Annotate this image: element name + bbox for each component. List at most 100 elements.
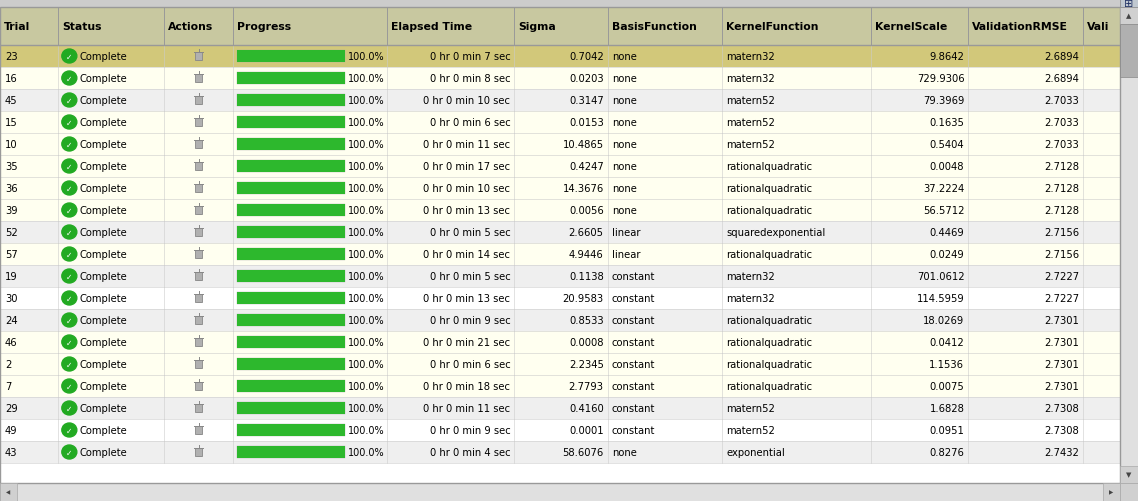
Bar bbox=[1120, 8, 1138, 483]
Ellipse shape bbox=[61, 401, 77, 415]
Text: 52: 52 bbox=[5, 227, 18, 237]
Bar bbox=[238, 227, 345, 238]
Bar bbox=[238, 139, 345, 150]
Text: 100.0%: 100.0% bbox=[348, 447, 385, 457]
Text: 100.0%: 100.0% bbox=[348, 294, 385, 304]
Ellipse shape bbox=[61, 50, 77, 64]
Text: 0.8276: 0.8276 bbox=[930, 447, 964, 457]
Bar bbox=[238, 381, 345, 392]
Text: exponential: exponential bbox=[726, 447, 785, 457]
Bar bbox=[0, 397, 1120, 419]
Text: ValidationRMSE: ValidationRMSE bbox=[972, 22, 1069, 32]
Text: 100.0%: 100.0% bbox=[348, 381, 385, 391]
Ellipse shape bbox=[61, 445, 77, 459]
Text: Complete: Complete bbox=[80, 294, 127, 304]
Text: 0 hr 0 min 13 sec: 0 hr 0 min 13 sec bbox=[423, 294, 511, 304]
Bar bbox=[238, 446, 345, 458]
Bar bbox=[1120, 8, 1138, 25]
Text: 58.6076: 58.6076 bbox=[562, 447, 604, 457]
Bar bbox=[196, 383, 203, 390]
Bar bbox=[196, 295, 203, 302]
Text: none: none bbox=[612, 74, 636, 84]
Ellipse shape bbox=[61, 423, 77, 437]
Text: KernelFunction: KernelFunction bbox=[726, 22, 818, 32]
Text: 0 hr 0 min 18 sec: 0 hr 0 min 18 sec bbox=[423, 381, 511, 391]
Text: 0.0951: 0.0951 bbox=[930, 425, 964, 435]
Text: 2.6894: 2.6894 bbox=[1044, 52, 1079, 62]
Bar bbox=[196, 185, 203, 192]
Bar bbox=[0, 288, 1120, 310]
Text: ⬜: ⬜ bbox=[197, 74, 201, 83]
Text: ✓: ✓ bbox=[66, 74, 73, 83]
Text: none: none bbox=[612, 205, 636, 215]
Bar bbox=[238, 73, 345, 85]
Ellipse shape bbox=[61, 379, 77, 393]
Text: 114.5959: 114.5959 bbox=[916, 294, 964, 304]
Text: ⊞: ⊞ bbox=[1124, 0, 1133, 9]
Text: Complete: Complete bbox=[80, 118, 127, 128]
Text: 100.0%: 100.0% bbox=[348, 315, 385, 325]
Text: ✓: ✓ bbox=[66, 272, 73, 281]
Text: linear: linear bbox=[612, 227, 641, 237]
Bar bbox=[238, 337, 345, 348]
Text: Complete: Complete bbox=[80, 381, 127, 391]
Bar bbox=[0, 178, 1120, 199]
Text: 0.0075: 0.0075 bbox=[930, 381, 964, 391]
Text: 2.7156: 2.7156 bbox=[1044, 249, 1079, 260]
Bar bbox=[196, 163, 203, 170]
Bar bbox=[0, 68, 1120, 90]
Text: ⬜: ⬜ bbox=[197, 184, 201, 193]
Bar bbox=[1120, 483, 1138, 501]
Text: 0 hr 0 min 6 sec: 0 hr 0 min 6 sec bbox=[430, 118, 511, 128]
Text: 0 hr 0 min 9 sec: 0 hr 0 min 9 sec bbox=[430, 315, 511, 325]
Text: Vali: Vali bbox=[1087, 22, 1110, 32]
Text: none: none bbox=[612, 162, 636, 172]
Text: none: none bbox=[612, 140, 636, 150]
Text: 0.3147: 0.3147 bbox=[569, 96, 604, 106]
Text: 2.7156: 2.7156 bbox=[1044, 227, 1079, 237]
Text: 2.7308: 2.7308 bbox=[1045, 403, 1079, 413]
Text: ✓: ✓ bbox=[66, 228, 73, 237]
Text: ⬜: ⬜ bbox=[197, 360, 201, 369]
Text: 10: 10 bbox=[5, 140, 17, 150]
Text: 2.7227: 2.7227 bbox=[1044, 294, 1079, 304]
Text: none: none bbox=[612, 184, 636, 193]
Text: 0 hr 0 min 21 sec: 0 hr 0 min 21 sec bbox=[423, 337, 511, 347]
Text: 2.7033: 2.7033 bbox=[1045, 96, 1079, 106]
Ellipse shape bbox=[61, 72, 77, 86]
Text: 39: 39 bbox=[5, 205, 17, 215]
Bar bbox=[196, 273, 203, 280]
Bar bbox=[238, 424, 345, 436]
Text: 0.0008: 0.0008 bbox=[569, 337, 604, 347]
Text: 9.8642: 9.8642 bbox=[930, 52, 964, 62]
Text: none: none bbox=[612, 118, 636, 128]
Text: matern32: matern32 bbox=[726, 52, 775, 62]
Text: matern32: matern32 bbox=[726, 294, 775, 304]
Text: Complete: Complete bbox=[80, 227, 127, 237]
Bar bbox=[0, 243, 1120, 266]
Text: Complete: Complete bbox=[80, 249, 127, 260]
Ellipse shape bbox=[61, 357, 77, 371]
Text: ✓: ✓ bbox=[66, 404, 73, 413]
Text: 0.1635: 0.1635 bbox=[930, 118, 964, 128]
Text: 2.7301: 2.7301 bbox=[1044, 337, 1079, 347]
Text: ⬜: ⬜ bbox=[197, 404, 201, 413]
Text: 100.0%: 100.0% bbox=[348, 425, 385, 435]
Bar bbox=[0, 221, 1120, 243]
Text: 14.3676: 14.3676 bbox=[562, 184, 604, 193]
Text: ▲: ▲ bbox=[1127, 14, 1131, 20]
Ellipse shape bbox=[61, 247, 77, 262]
Text: rationalquadratic: rationalquadratic bbox=[726, 359, 813, 369]
Text: ⬜: ⬜ bbox=[197, 316, 201, 325]
Text: 100.0%: 100.0% bbox=[348, 74, 385, 84]
Text: ⬜: ⬜ bbox=[197, 272, 201, 281]
Text: Progress: Progress bbox=[238, 22, 291, 32]
Text: 56.5712: 56.5712 bbox=[923, 205, 964, 215]
Text: Complete: Complete bbox=[80, 205, 127, 215]
Text: rationalquadratic: rationalquadratic bbox=[726, 162, 813, 172]
Text: Complete: Complete bbox=[80, 272, 127, 282]
Bar bbox=[238, 293, 345, 304]
Text: 100.0%: 100.0% bbox=[348, 118, 385, 128]
Text: 701.0612: 701.0612 bbox=[917, 272, 964, 282]
Text: 2.7227: 2.7227 bbox=[1044, 272, 1079, 282]
